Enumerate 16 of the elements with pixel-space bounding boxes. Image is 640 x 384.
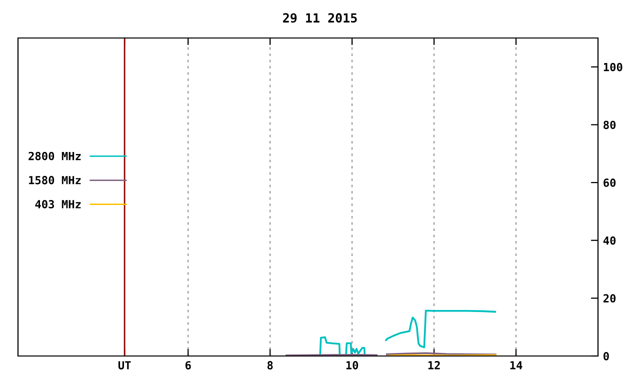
y-tick-label: 40 bbox=[603, 236, 616, 245]
x-tick-label: 10 bbox=[346, 361, 358, 370]
y-tick-label: 20 bbox=[603, 294, 616, 303]
x-tick-label: 6 bbox=[185, 361, 191, 370]
x-tick-label: 12 bbox=[428, 361, 440, 370]
y-tick-label: 80 bbox=[604, 120, 616, 130]
x-tick-label: 14 bbox=[510, 361, 522, 370]
x-tick-label: UT bbox=[118, 361, 131, 370]
legend-label: 1580 MHz bbox=[29, 176, 81, 184]
legend-label: 2800 MHz bbox=[28, 152, 81, 160]
y-tick-label: 100 bbox=[604, 62, 622, 72]
y-tick-label: 60 bbox=[604, 178, 616, 187]
y-tick-label: 0 bbox=[604, 352, 609, 360]
x-tick-label: 8 bbox=[267, 361, 273, 370]
legend-label: 403 MHz bbox=[35, 200, 81, 208]
chart-title: 29 11 2015 bbox=[283, 13, 357, 23]
